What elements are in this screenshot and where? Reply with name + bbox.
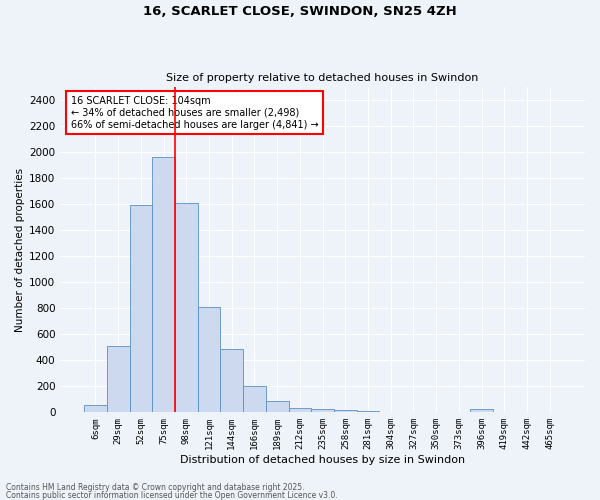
Bar xyxy=(243,386,266,412)
Bar xyxy=(357,411,379,412)
Bar xyxy=(334,410,357,412)
Text: 16 SCARLET CLOSE: 104sqm
← 34% of detached houses are smaller (2,498)
66% of sem: 16 SCARLET CLOSE: 104sqm ← 34% of detach… xyxy=(71,96,319,130)
Bar xyxy=(130,205,152,412)
Y-axis label: Number of detached properties: Number of detached properties xyxy=(15,168,25,332)
Bar xyxy=(175,202,198,412)
Bar xyxy=(198,307,220,412)
Text: 16, SCARLET CLOSE, SWINDON, SN25 4ZH: 16, SCARLET CLOSE, SWINDON, SN25 4ZH xyxy=(143,5,457,18)
Bar xyxy=(311,409,334,412)
Bar xyxy=(220,349,243,412)
Bar xyxy=(152,157,175,412)
Bar xyxy=(470,410,493,412)
Bar xyxy=(289,408,311,412)
X-axis label: Distribution of detached houses by size in Swindon: Distribution of detached houses by size … xyxy=(180,455,465,465)
Text: Contains public sector information licensed under the Open Government Licence v3: Contains public sector information licen… xyxy=(6,490,338,500)
Bar xyxy=(266,402,289,412)
Text: Contains HM Land Registry data © Crown copyright and database right 2025.: Contains HM Land Registry data © Crown c… xyxy=(6,484,305,492)
Title: Size of property relative to detached houses in Swindon: Size of property relative to detached ho… xyxy=(166,73,479,83)
Bar xyxy=(107,346,130,412)
Bar xyxy=(84,405,107,412)
